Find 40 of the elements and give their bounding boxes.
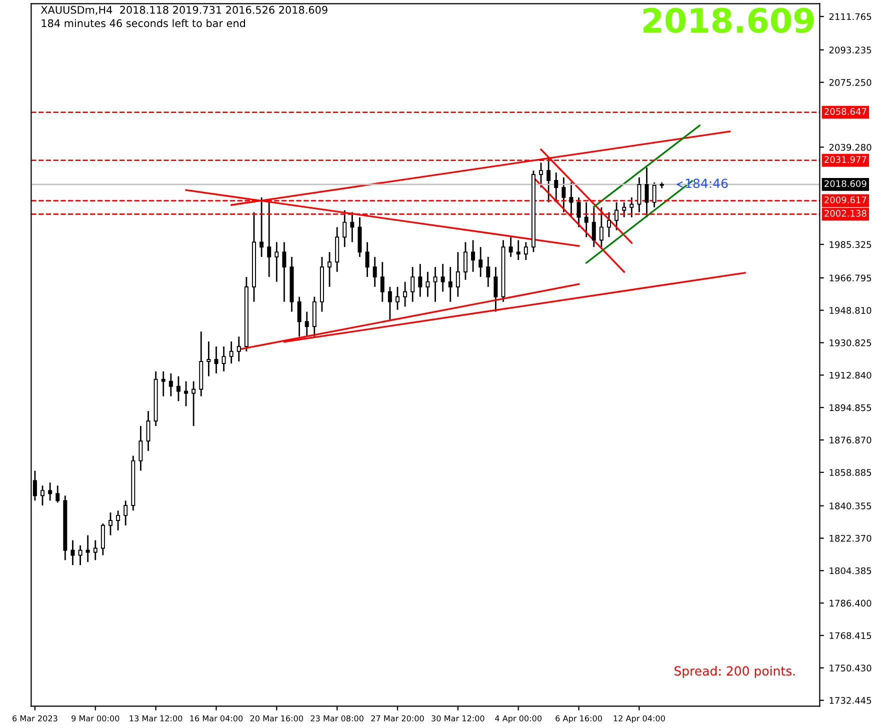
y-tick-label: 1822.370 — [830, 534, 872, 542]
y-tick-label: 1966.795 — [830, 274, 872, 282]
x-tick-label: 6 Apr 16:00 — [556, 715, 602, 723]
ref-line-label: 2031.977 — [824, 156, 866, 163]
y-tick-label: 1912.840 — [830, 372, 872, 379]
y-tick-label: 2075.250 — [829, 79, 872, 86]
ref-line-label: 2058.647 — [824, 108, 866, 115]
y-tick-label: 2111.765 — [829, 13, 872, 20]
x-tick-label: 12 Apr 04:00 — [614, 715, 665, 723]
x-tick-label: 4 Apr 00:00 — [495, 715, 542, 723]
y-tick-label: 1894.855 — [830, 404, 872, 412]
y-tick-label: 1768.415 — [830, 632, 872, 640]
x-tick-label: 16 Mar 04:00 — [190, 715, 243, 722]
chart-title: XAUUSDm,H4 2018.118 2019.731 2016.526 2018.609 — [40, 6, 328, 15]
y-tick-label: 2039.280 — [829, 144, 872, 151]
x-tick-label: 9 Mar 00:00 — [72, 715, 120, 722]
annotation: 2018.609 — [643, 8, 814, 33]
x-tick-label: 20 Mar 16:00 — [250, 715, 304, 722]
y-tick-label: 1840.355 — [830, 502, 872, 510]
annotation: 184 minutes 46 seconds left to bar end — [42, 19, 245, 28]
y-tick-label: 1948.810 — [830, 306, 872, 314]
x-tick-label: 13 Mar 12:00 — [130, 715, 182, 722]
y-tick-label: 1732.445 — [830, 697, 872, 704]
y-tick-label: 1750.430 — [830, 664, 872, 672]
y-tick-label: 1930.825 — [830, 339, 872, 346]
y-tick-label: 1858.885 — [830, 469, 872, 476]
ref-line-label: 2002.138 — [824, 210, 866, 217]
x-tick-label: 23 Mar 08:00 — [310, 715, 364, 722]
ref-line-label: 2018.609 — [824, 180, 866, 188]
annotation: Spread: 200 points. — [674, 666, 795, 678]
y-tick-label: 1804.385 — [830, 567, 872, 574]
x-tick-label: 27 Mar 20:00 — [371, 715, 424, 722]
x-tick-label: 30 Mar 12:00 — [432, 715, 484, 722]
annotation: 184:46 — [686, 178, 728, 188]
y-tick-label: 2093.235 — [829, 46, 872, 54]
y-tick-label: 1985.325 — [830, 241, 872, 248]
y-tick-label: 1786.400 — [830, 600, 872, 607]
x-tick-label: 6 Mar 2023 — [12, 715, 58, 722]
ref-line-label: 2009.617 — [824, 196, 866, 204]
y-tick-label: 1876.870 — [830, 436, 872, 444]
